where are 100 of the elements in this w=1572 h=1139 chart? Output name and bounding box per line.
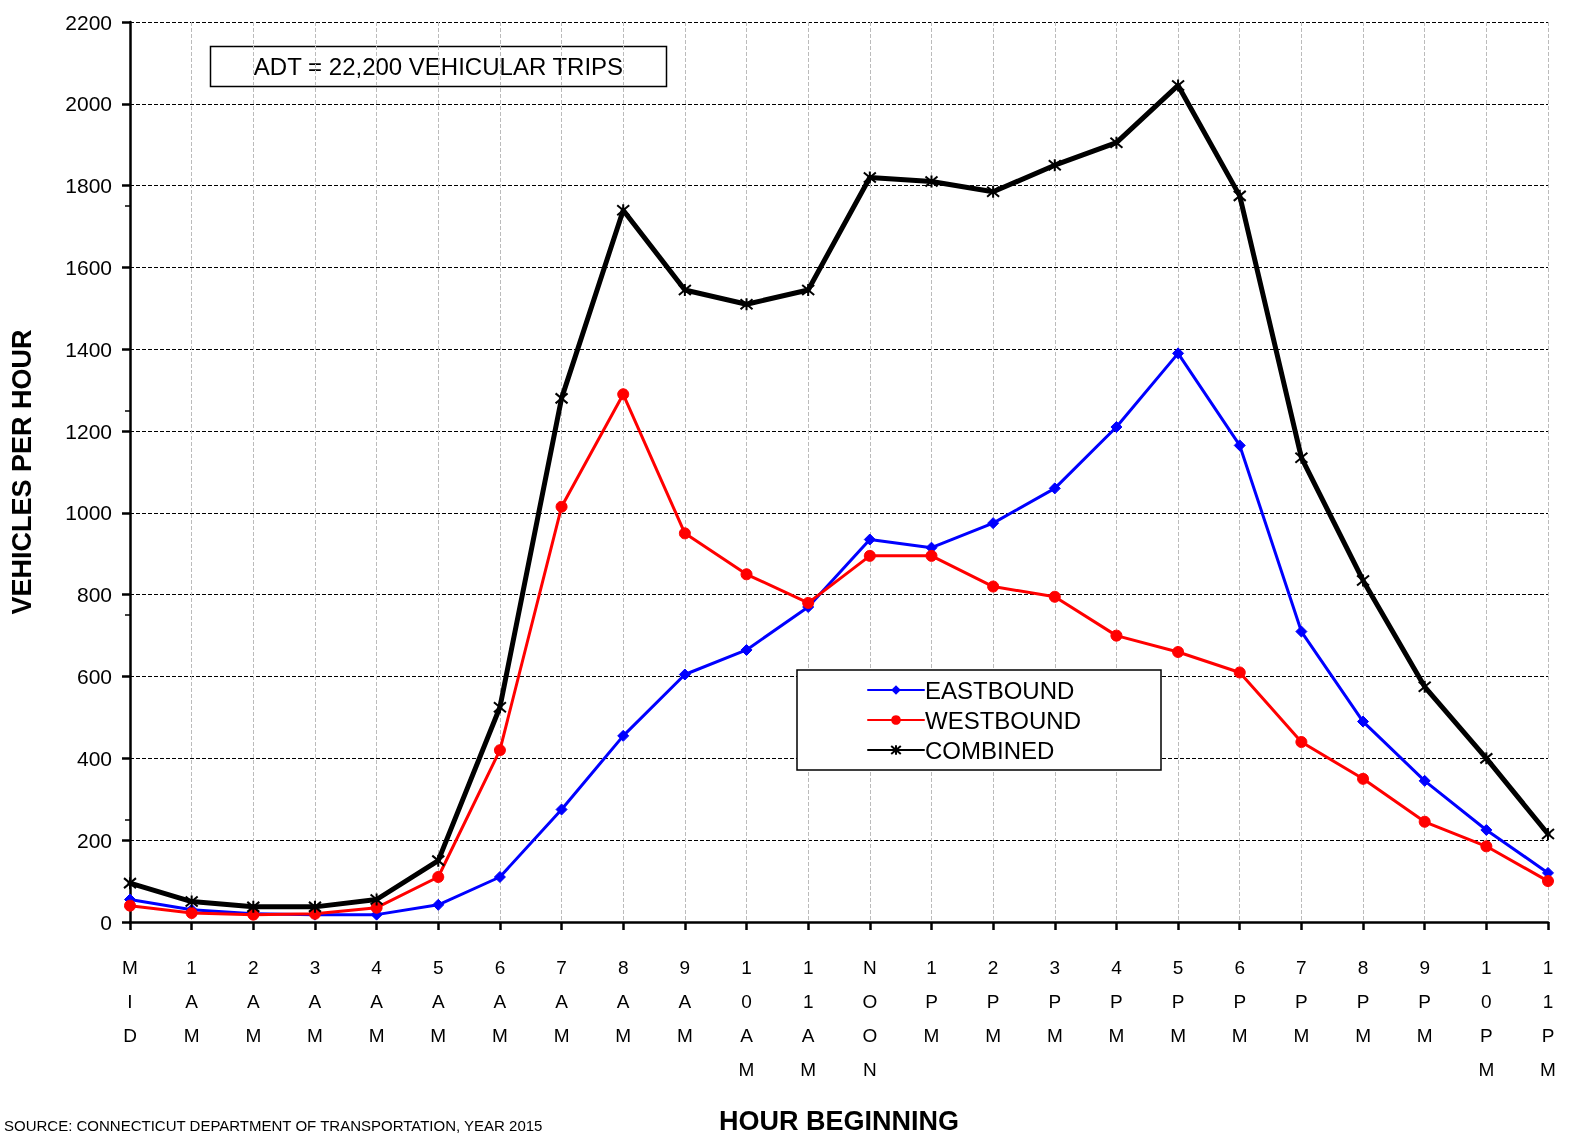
point	[1295, 736, 1308, 748]
y-tick-label: 1800	[65, 174, 112, 198]
point	[1542, 875, 1554, 888]
point	[1047, 158, 1062, 173]
point	[677, 282, 692, 297]
x-tick-label: 7 PM	[1293, 956, 1310, 1046]
point	[185, 907, 198, 919]
point	[986, 184, 1001, 199]
point	[1357, 715, 1370, 728]
point	[1356, 573, 1371, 588]
point	[1048, 590, 1061, 603]
x-tick-label: NOON	[862, 956, 878, 1080]
y-tick-label: 2200	[65, 10, 112, 34]
point	[1418, 815, 1431, 828]
legend-label: EASTBOUND	[925, 676, 1075, 704]
point	[307, 899, 322, 914]
point	[369, 892, 384, 907]
x-tick-label: 11 PM	[1540, 956, 1556, 1080]
legend-label: COMBINED	[925, 736, 1055, 764]
point	[1048, 482, 1061, 495]
point	[1172, 347, 1185, 360]
point	[492, 700, 507, 715]
point	[1417, 679, 1432, 694]
point	[432, 871, 445, 883]
point	[863, 549, 876, 562]
point	[616, 203, 631, 218]
x-tick-label: 2 PM	[985, 956, 1002, 1046]
y-tick-label: 1600	[65, 255, 112, 279]
point	[1110, 421, 1123, 433]
x-tick-label: 6 PM	[1231, 956, 1248, 1046]
x-tick-label: 1 AM	[183, 956, 200, 1046]
x-tick-label: 6 AM	[492, 956, 508, 1046]
point	[678, 668, 691, 681]
point	[862, 170, 877, 185]
y-tick-label: 0	[100, 910, 112, 934]
point	[1357, 772, 1370, 785]
point	[554, 391, 569, 406]
y-tick-label: 1200	[65, 419, 112, 443]
y-tick-label: 800	[76, 583, 112, 607]
x-tick-label: 3 PM	[1046, 956, 1063, 1046]
point	[1233, 666, 1246, 679]
point	[1171, 78, 1186, 93]
point	[802, 596, 815, 609]
point	[987, 580, 1000, 593]
x-tick-label: 8 AM	[615, 956, 632, 1046]
x-tick-label: 5 PM	[1170, 956, 1186, 1046]
point	[493, 744, 506, 757]
point	[925, 549, 938, 562]
x-tick-label: 8 PM	[1355, 956, 1371, 1046]
point	[1480, 823, 1493, 836]
point	[987, 517, 1000, 530]
point	[123, 876, 137, 891]
point	[1232, 188, 1247, 203]
source-note: SOURCE: CONNECTICUT DEPARTMENT OF TRANSPORTATION, YEAR 2015	[4, 1117, 543, 1134]
legend-label: WESTBOUND	[925, 706, 1081, 734]
point	[1479, 751, 1494, 766]
point	[370, 901, 383, 914]
point	[432, 898, 445, 911]
x-tick-label: 9 PM	[1416, 956, 1433, 1046]
x-tick-label: 7 AM	[553, 956, 570, 1046]
x-tick-label: 3 AM	[307, 956, 323, 1046]
y-tick-label: 400	[76, 746, 112, 770]
x-tick-label: 11 AM	[800, 956, 817, 1080]
point	[1233, 439, 1246, 452]
point	[1295, 625, 1308, 638]
x-tick-label: 10 AM	[738, 956, 755, 1080]
point	[1172, 646, 1185, 658]
point	[924, 174, 939, 189]
point	[184, 894, 199, 909]
point	[740, 568, 753, 581]
x-tick-label: 4 AM	[368, 956, 385, 1046]
point	[1418, 774, 1431, 787]
point	[431, 853, 446, 868]
x-tick-label: 5 AM	[430, 956, 447, 1046]
point	[555, 803, 568, 816]
point	[863, 533, 876, 546]
point	[246, 899, 261, 914]
x-tick-label: 9 AM	[676, 956, 693, 1046]
point	[1541, 827, 1555, 842]
point	[1109, 135, 1124, 150]
point	[617, 388, 630, 401]
y-tick-label: 1000	[65, 501, 112, 525]
x-tick-label: 1 PM	[923, 956, 940, 1046]
point	[493, 871, 506, 883]
point	[124, 899, 136, 912]
point	[1480, 840, 1493, 853]
y-tick-label: 200	[76, 828, 112, 852]
annotation: ADT = 22,200 VEHICULAR TRIPS	[253, 53, 624, 80]
y-tick-label: 600	[76, 665, 112, 689]
point	[739, 297, 754, 312]
y-tick-label: 2000	[65, 92, 112, 116]
x-tick-label: 4 PM	[1108, 956, 1125, 1046]
x-tick-label: MID	[122, 956, 138, 1046]
point	[555, 500, 568, 513]
x-tick-label: 2 AM	[245, 956, 262, 1046]
point	[740, 643, 753, 656]
point	[678, 527, 691, 540]
y-axis-title: VEHICLES PER HOUR	[6, 329, 37, 615]
point	[801, 282, 816, 297]
point	[1110, 629, 1123, 642]
